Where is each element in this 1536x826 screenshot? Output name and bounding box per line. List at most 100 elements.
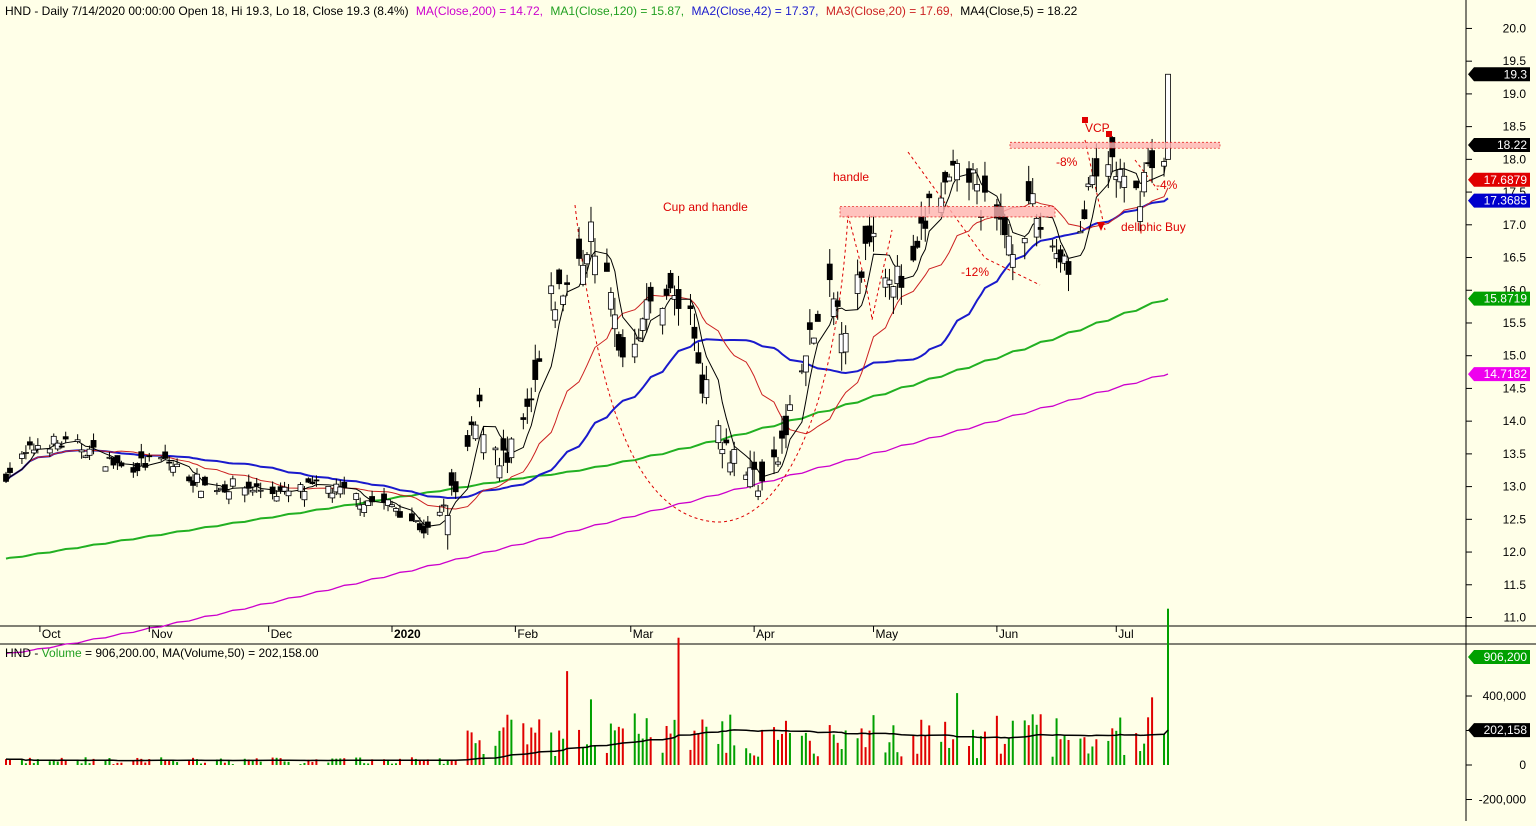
volume-bar bbox=[391, 763, 394, 765]
volume-bar bbox=[1111, 728, 1114, 765]
candle-down bbox=[663, 288, 670, 296]
volume-badge: 906,200 bbox=[1468, 650, 1530, 664]
volume-bar bbox=[868, 730, 871, 765]
candle-up bbox=[755, 490, 762, 497]
volume-bar bbox=[387, 759, 390, 765]
volume-bar bbox=[780, 733, 783, 765]
volume-bar bbox=[88, 763, 91, 765]
candle-down bbox=[476, 394, 483, 402]
moving-average-lines bbox=[5, 147, 1169, 655]
candle-up bbox=[787, 404, 793, 411]
volume-bar bbox=[1035, 724, 1038, 765]
volume-bar bbox=[761, 729, 764, 765]
volume-bar bbox=[892, 725, 895, 765]
candle-up bbox=[361, 504, 368, 513]
candle-up bbox=[1077, 230, 1084, 234]
volume-bar bbox=[1107, 740, 1110, 765]
volume-bar bbox=[1135, 733, 1138, 765]
price-badge-bg bbox=[1468, 172, 1530, 187]
volume-bar bbox=[784, 720, 787, 765]
volume-bar bbox=[562, 738, 565, 765]
price-badge-text: 18.22 bbox=[1497, 138, 1527, 152]
volume-bar bbox=[454, 760, 457, 765]
volume-bar bbox=[176, 762, 179, 765]
volume-bar bbox=[1031, 714, 1034, 765]
volume-bar bbox=[506, 714, 509, 765]
volume-badge-text: 906,200 bbox=[1484, 650, 1528, 664]
volume-bar bbox=[856, 738, 859, 765]
candle-up bbox=[1161, 161, 1167, 167]
volume-bar bbox=[753, 755, 756, 765]
volume-bar bbox=[1115, 730, 1118, 765]
volume-bar bbox=[283, 761, 286, 765]
volume-bar bbox=[558, 730, 561, 765]
candle-up bbox=[854, 274, 861, 294]
candle-up bbox=[337, 486, 344, 495]
candle-up bbox=[78, 449, 85, 453]
candle-up bbox=[1049, 245, 1056, 248]
price-tick-label: 12.0 bbox=[1503, 545, 1527, 559]
volume-bar bbox=[896, 752, 899, 765]
ma20-label: MA3(Close,20) = 17.69, bbox=[826, 4, 953, 18]
candle-up bbox=[747, 467, 754, 488]
candle-up bbox=[894, 265, 901, 285]
month-label: May bbox=[876, 627, 899, 641]
candle-down bbox=[3, 473, 9, 482]
candle-up bbox=[810, 337, 817, 344]
volume-bar bbox=[840, 749, 843, 765]
candle-up bbox=[731, 449, 738, 464]
candle-down bbox=[146, 455, 153, 458]
volume-bar bbox=[1039, 714, 1042, 765]
volume-bar bbox=[446, 759, 449, 765]
candle-up bbox=[560, 295, 567, 305]
candle-down bbox=[619, 337, 626, 358]
volume-tick-label: 0 bbox=[1519, 758, 1526, 772]
volume-bar bbox=[1119, 717, 1122, 765]
volume-bar bbox=[1079, 738, 1082, 765]
volume-bar bbox=[956, 693, 959, 765]
candle-up bbox=[727, 462, 734, 473]
volume-bar bbox=[287, 761, 290, 765]
volume-bar bbox=[1139, 751, 1142, 765]
volume-bar bbox=[995, 715, 998, 765]
volume-bar bbox=[538, 719, 541, 765]
volume-bar bbox=[1087, 753, 1090, 765]
volume-bar bbox=[952, 739, 955, 765]
volume-bar bbox=[705, 726, 708, 765]
volume-bar bbox=[414, 758, 417, 765]
volume-bar bbox=[371, 759, 374, 765]
volume-bar bbox=[1067, 739, 1070, 765]
candle-down bbox=[910, 245, 917, 261]
volume-bar bbox=[757, 756, 760, 765]
candle-up bbox=[385, 499, 391, 506]
candle-up bbox=[106, 456, 113, 459]
ma120-label: MA1(Close,120) = 15.87, bbox=[550, 4, 684, 18]
volume-bar bbox=[104, 759, 107, 765]
volume-bar bbox=[944, 721, 947, 765]
volume-bar bbox=[975, 758, 978, 765]
volume-bar bbox=[1167, 608, 1169, 765]
price-header-title: HND - Daily 7/14/2020 00:00:00 Open 18, … bbox=[5, 4, 409, 18]
vcp-marker-2 bbox=[1106, 131, 1112, 137]
month-label: Dec bbox=[271, 627, 292, 641]
volume-bar bbox=[470, 732, 473, 765]
candle-up bbox=[249, 489, 256, 493]
candle-up bbox=[719, 449, 726, 455]
volume-bar bbox=[438, 758, 441, 765]
volume-bar bbox=[510, 719, 513, 765]
volume-bar bbox=[1151, 697, 1154, 765]
candle-up bbox=[389, 504, 395, 508]
month-axis: Oct Nov Dec 2020 Feb Mar Apr May Jun Jul bbox=[39, 626, 1134, 641]
candle-down bbox=[783, 415, 789, 436]
volume-bar bbox=[812, 753, 815, 765]
candle-up bbox=[1105, 164, 1112, 177]
volume-bar bbox=[550, 732, 553, 765]
volume-bar bbox=[522, 723, 525, 765]
volume-bar bbox=[32, 763, 35, 765]
volume-bar bbox=[426, 759, 429, 765]
volume-bar bbox=[816, 756, 819, 765]
candle-down bbox=[452, 481, 459, 493]
volume-bar bbox=[343, 758, 346, 765]
